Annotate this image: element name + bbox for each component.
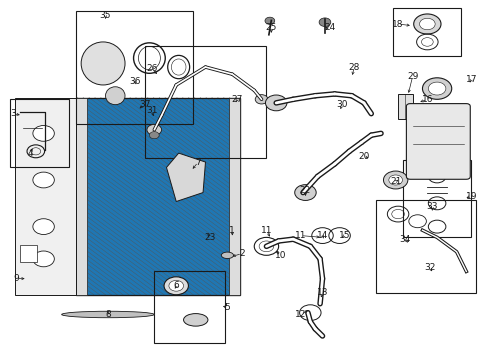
Ellipse shape — [61, 311, 154, 318]
Text: 9: 9 — [13, 274, 19, 283]
Bar — [375, 200, 475, 293]
Circle shape — [422, 78, 451, 99]
Text: 35: 35 — [100, 10, 111, 19]
Text: 10: 10 — [275, 251, 286, 260]
Text: 32: 32 — [423, 264, 435, 273]
FancyBboxPatch shape — [406, 104, 469, 179]
Text: 15: 15 — [338, 231, 349, 240]
Text: 21: 21 — [389, 177, 401, 186]
Bar — [228, 98, 239, 295]
Circle shape — [163, 277, 188, 295]
Circle shape — [319, 18, 330, 27]
Circle shape — [427, 82, 445, 95]
Text: 36: 36 — [129, 77, 140, 86]
Ellipse shape — [81, 42, 125, 85]
Text: 18: 18 — [391, 19, 403, 28]
Text: 23: 23 — [204, 233, 216, 242]
Polygon shape — [166, 153, 205, 202]
Bar — [20, 244, 37, 262]
Bar — [76, 98, 239, 295]
Text: 17: 17 — [465, 75, 476, 84]
Circle shape — [149, 132, 159, 139]
Text: 14: 14 — [316, 231, 327, 240]
Text: 30: 30 — [336, 100, 347, 109]
Text: 13: 13 — [316, 288, 327, 297]
Text: 6: 6 — [173, 281, 179, 290]
Text: 34: 34 — [399, 235, 410, 244]
Bar — [76, 98, 87, 295]
Text: 19: 19 — [465, 192, 476, 201]
Circle shape — [33, 219, 54, 234]
Text: 37: 37 — [139, 100, 150, 109]
Text: 3: 3 — [10, 109, 16, 118]
Circle shape — [147, 125, 161, 135]
Text: 11: 11 — [260, 226, 272, 235]
Ellipse shape — [105, 87, 125, 105]
Text: 22: 22 — [299, 186, 310, 195]
Text: 1: 1 — [229, 226, 235, 235]
Bar — [154, 271, 224, 343]
Text: 12: 12 — [294, 310, 305, 319]
Circle shape — [33, 251, 54, 267]
Bar — [76, 98, 239, 295]
Text: 27: 27 — [231, 95, 243, 104]
Bar — [144, 45, 266, 158]
Text: 11: 11 — [294, 231, 305, 240]
Text: 29: 29 — [406, 72, 418, 81]
Bar — [10, 99, 69, 167]
Bar — [15, 98, 76, 295]
Circle shape — [294, 185, 316, 201]
Circle shape — [383, 171, 407, 189]
Circle shape — [413, 14, 440, 34]
Bar — [76, 98, 239, 295]
Text: 24: 24 — [324, 23, 335, 32]
Text: 4: 4 — [27, 149, 33, 158]
Circle shape — [388, 175, 402, 185]
Text: 25: 25 — [265, 23, 276, 32]
Text: 16: 16 — [421, 95, 432, 104]
Circle shape — [255, 95, 267, 104]
Circle shape — [264, 17, 274, 24]
Text: 33: 33 — [426, 202, 437, 211]
Circle shape — [265, 95, 286, 111]
Bar — [402, 160, 470, 237]
Text: 2: 2 — [239, 249, 244, 258]
Circle shape — [419, 18, 434, 30]
Text: 7: 7 — [195, 158, 201, 167]
Circle shape — [33, 172, 54, 188]
Ellipse shape — [183, 314, 207, 326]
Bar — [392, 8, 461, 56]
Text: 20: 20 — [358, 152, 369, 161]
Circle shape — [33, 126, 54, 141]
Text: 31: 31 — [146, 105, 157, 114]
Ellipse shape — [221, 252, 233, 258]
Bar — [397, 94, 412, 119]
Circle shape — [168, 280, 183, 291]
Text: 26: 26 — [146, 64, 157, 73]
Text: 28: 28 — [348, 63, 359, 72]
Text: 8: 8 — [105, 310, 111, 319]
Bar — [76, 12, 193, 125]
Text: 5: 5 — [224, 303, 230, 312]
